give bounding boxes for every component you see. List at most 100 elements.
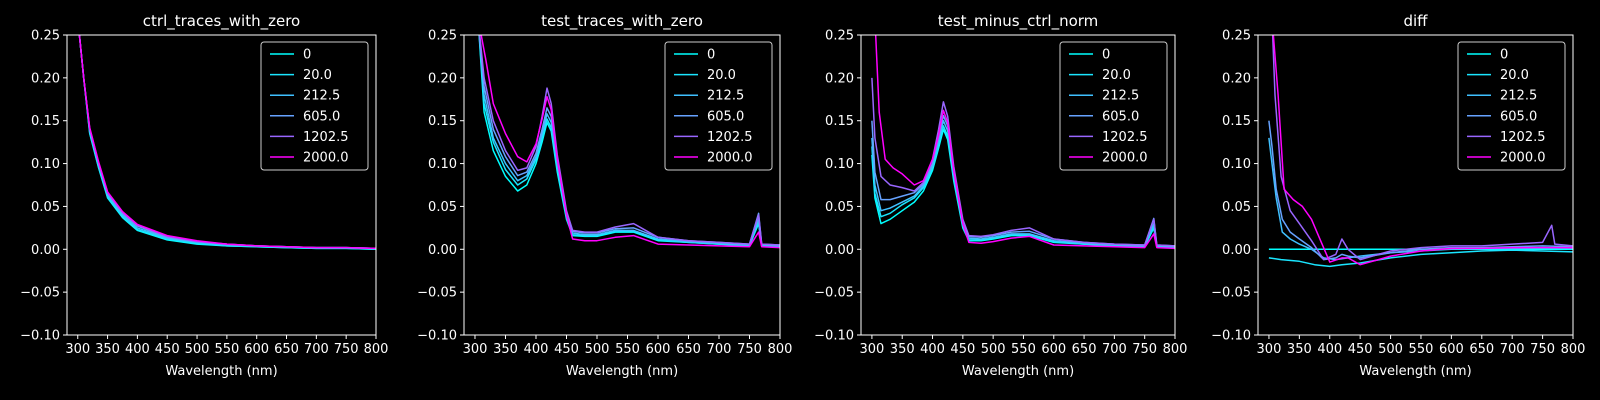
legend: 0 20.0 212.5 605.0 1202.5 2000.0 bbox=[1457, 41, 1566, 171]
x-tick-label: 650 bbox=[676, 342, 701, 357]
x-tick-label: 450 bbox=[950, 342, 975, 357]
series-line-1 bbox=[1268, 249, 1573, 268]
x-tick-label: 700 bbox=[707, 342, 732, 357]
legend-label-1: 20.0 bbox=[1500, 68, 1529, 83]
chart-panel-2: test_minus_ctrl_norm 300 350 400 450 500 550 60… bbox=[814, 12, 1187, 379]
chart-panel-0: ctrl_traces_with_zero 300 350 400 450 500 550 6… bbox=[20, 12, 388, 379]
axes-frame bbox=[463, 34, 781, 336]
legend-label-1: 20.0 bbox=[303, 68, 332, 83]
y-tick-label: 0.25 bbox=[825, 29, 854, 44]
x-tick-label: 600 bbox=[1439, 342, 1464, 357]
x-tick-label: 300 bbox=[1257, 342, 1282, 357]
x-tick-label: 300 bbox=[463, 342, 488, 357]
y-tick-label: 0.05 bbox=[428, 200, 457, 215]
legend-label-0: 0 bbox=[1500, 48, 1508, 63]
legend-label-3: 605.0 bbox=[707, 109, 744, 124]
y-tick-label: −0.10 bbox=[417, 329, 457, 344]
series-line-5 bbox=[1272, 35, 1573, 266]
chart-title: test_minus_ctrl_norm bbox=[938, 12, 1099, 31]
y-tick-label: 0.05 bbox=[825, 200, 854, 215]
x-tick-label: 550 bbox=[615, 342, 640, 357]
x-axis-label: Wavelength (nm) bbox=[1359, 364, 1471, 379]
axes-frame bbox=[66, 34, 377, 336]
legend-label-4: 1202.5 bbox=[1102, 130, 1148, 145]
x-axis-label: Wavelength (nm) bbox=[962, 364, 1074, 379]
legend-label-5: 2000.0 bbox=[1500, 151, 1546, 166]
series-line-5 bbox=[874, 35, 1175, 250]
y-tick-label: 0.00 bbox=[825, 243, 854, 258]
axes-frame bbox=[860, 34, 1176, 336]
legend-label-1: 20.0 bbox=[707, 68, 736, 83]
legend-label-1: 20.0 bbox=[1102, 68, 1131, 83]
x-tick-label: 650 bbox=[1469, 342, 1494, 357]
x-tick-label: 350 bbox=[890, 342, 915, 357]
x-tick-label: 450 bbox=[554, 342, 579, 357]
y-tick-label: −0.10 bbox=[814, 329, 854, 344]
y-tick-label: 0.20 bbox=[825, 71, 854, 86]
x-tick-label: 700 bbox=[1500, 342, 1525, 357]
x-tick-label: 650 bbox=[274, 342, 299, 357]
x-tick-label: 600 bbox=[244, 342, 269, 357]
x-tick-label: 300 bbox=[65, 342, 90, 357]
x-tick-label: 800 bbox=[1163, 342, 1188, 357]
legend-label-2: 212.5 bbox=[1102, 89, 1139, 104]
y-tick-label: 0.15 bbox=[428, 114, 457, 129]
legend-label-5: 2000.0 bbox=[303, 151, 349, 166]
series-line-4 bbox=[478, 35, 780, 246]
chart-panel-3: diff 300 350 400 450 500 550 600 650 700 750 800 −0.… bbox=[1211, 12, 1585, 379]
legend: 0 20.0 212.5 605.0 1202.5 2000.0 bbox=[664, 41, 773, 171]
series-line-5 bbox=[480, 35, 780, 249]
x-tick-label: 600 bbox=[646, 342, 671, 357]
x-tick-label: 800 bbox=[768, 342, 793, 357]
legend-label-5: 2000.0 bbox=[707, 151, 753, 166]
x-tick-label: 750 bbox=[1132, 342, 1157, 357]
x-tick-label: 450 bbox=[1348, 342, 1373, 357]
legend-label-3: 605.0 bbox=[1500, 109, 1537, 124]
x-tick-label: 500 bbox=[981, 342, 1006, 357]
y-tick-label: 0.20 bbox=[31, 71, 60, 86]
y-tick-label: 0.00 bbox=[31, 243, 60, 258]
x-tick-label: 350 bbox=[493, 342, 518, 357]
x-tick-label: 550 bbox=[1409, 342, 1434, 357]
x-tick-label: 500 bbox=[1378, 342, 1403, 357]
x-tick-label: 300 bbox=[859, 342, 884, 357]
chart-title: diff bbox=[1403, 12, 1428, 30]
legend: 0 20.0 212.5 605.0 1202.5 2000.0 bbox=[260, 41, 369, 171]
legend-label-5: 2000.0 bbox=[1102, 151, 1148, 166]
legend-label-3: 605.0 bbox=[303, 109, 340, 124]
legend-label-4: 1202.5 bbox=[1500, 130, 1546, 145]
chart-title: ctrl_traces_with_zero bbox=[143, 12, 300, 31]
y-tick-label: 0.10 bbox=[825, 157, 854, 172]
x-tick-label: 400 bbox=[125, 342, 150, 357]
x-axis-label: Wavelength (nm) bbox=[165, 364, 277, 379]
y-tick-label: 0.10 bbox=[31, 157, 60, 172]
legend-label-0: 0 bbox=[1102, 48, 1110, 63]
x-tick-label: 450 bbox=[155, 342, 180, 357]
series-line-5 bbox=[78, 35, 376, 250]
legend-label-0: 0 bbox=[303, 48, 311, 63]
x-tick-label: 350 bbox=[1287, 342, 1312, 357]
y-tick-label: −0.05 bbox=[814, 286, 854, 301]
legend-label-2: 212.5 bbox=[707, 89, 744, 104]
series-line-3 bbox=[1268, 120, 1573, 261]
y-tick-label: 0.05 bbox=[31, 200, 60, 215]
y-tick-label: −0.05 bbox=[20, 286, 60, 301]
y-tick-label: 0.00 bbox=[1222, 243, 1251, 258]
y-tick-label: 0.15 bbox=[31, 114, 60, 129]
legend-label-4: 1202.5 bbox=[303, 130, 349, 145]
y-tick-label: 0.00 bbox=[428, 243, 457, 258]
x-tick-label: 400 bbox=[1317, 342, 1342, 357]
legend-label-4: 1202.5 bbox=[707, 130, 753, 145]
axes-frame bbox=[1257, 34, 1574, 336]
x-tick-label: 350 bbox=[95, 342, 120, 357]
legend-label-0: 0 bbox=[707, 48, 715, 63]
x-axis-label: Wavelength (nm) bbox=[566, 364, 678, 379]
series-line-4 bbox=[1271, 35, 1573, 261]
y-tick-label: 0.10 bbox=[1222, 157, 1251, 172]
x-tick-label: 400 bbox=[524, 342, 549, 357]
y-tick-label: −0.10 bbox=[1211, 329, 1251, 344]
x-tick-label: 750 bbox=[1530, 342, 1555, 357]
legend-label-2: 212.5 bbox=[303, 89, 340, 104]
y-tick-label: 0.25 bbox=[1222, 29, 1251, 44]
